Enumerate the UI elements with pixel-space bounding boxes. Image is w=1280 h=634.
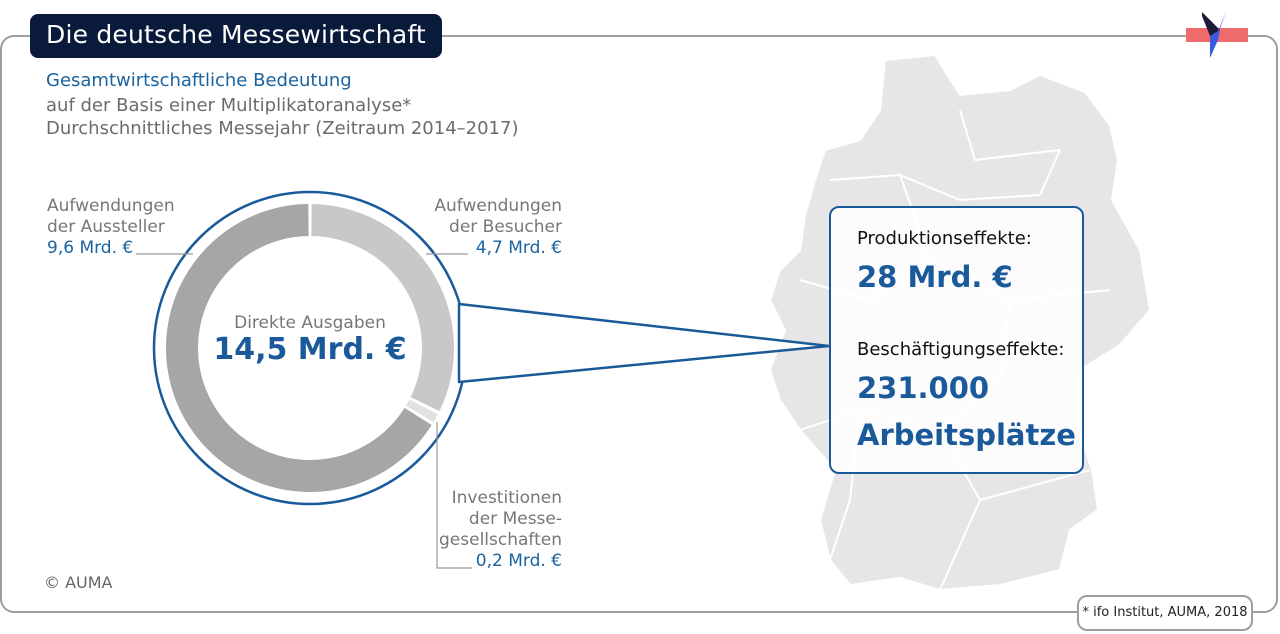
effects-box: Produktionseffekte: 28 Mrd. € Beschäftig… [829,206,1084,474]
page-title: Die deutsche Messewirtschaft [30,14,442,58]
donut-slice-0 [311,204,455,412]
employment-value-1: 231.000 [857,371,990,405]
callout-wedge [457,302,831,384]
footnote: * ifo Institut, AUMA, 2018 [1077,595,1253,631]
donut-center-value: 14,5 Mrd. € [213,332,407,367]
auma-logo-icon [1186,12,1248,58]
donut-slice-1 [406,399,438,423]
employment-label: Beschäftigungseffekte: [857,339,1065,360]
content-frame [0,35,1278,613]
employment-value-2: Arbeitsplätze [857,418,1076,452]
subtitle-3: Durchschnittliches Messejahr (Zeitraum 2… [46,118,519,139]
copyright: © AUMA [44,573,113,592]
subtitle-2: auf der Basis einer Multiplikatoranalyse… [46,95,412,116]
leader-investitionen [436,422,472,569]
label-aussteller: Aufwendungen der Aussteller 9,6 Mrd. € [47,196,175,258]
donut-slices [166,204,455,492]
subtitle-1: Gesamtwirtschaftliche Bedeutung [46,70,352,91]
production-value: 28 Mrd. € [857,260,1013,294]
donut-center-label: Direkte Ausgaben [234,313,386,333]
label-besucher: Aufwendungen der Besucher 4,7 Mrd. € [434,196,562,258]
label-investitionen: Investitionen der Messe- gesellschaften … [439,488,562,571]
production-label: Produktionseffekte: [857,228,1032,249]
